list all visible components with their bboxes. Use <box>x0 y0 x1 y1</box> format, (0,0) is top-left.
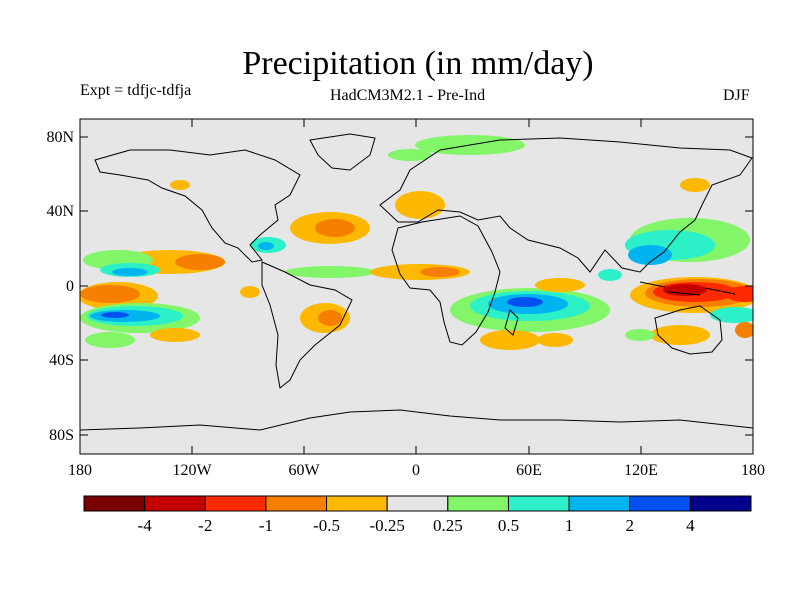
anomaly-carib-blue <box>258 242 274 250</box>
colorbar-label: -0.5 <box>313 516 340 535</box>
colorbar-box <box>689 495 752 512</box>
anomaly-aus-green <box>625 329 655 341</box>
lon-label-60e: 60E <box>516 462 542 479</box>
anomaly-wpac-red <box>725 286 753 302</box>
coastline-madagascar <box>504 309 519 336</box>
colorbar-labels: -4 -2 -1 -0.5 -0.25 0.25 0.5 1 2 4 <box>138 516 696 535</box>
coastline-eurasia <box>379 137 753 273</box>
coastline-indonesia <box>639 281 736 296</box>
coastline-australia <box>654 305 723 355</box>
anomaly-europe-orange <box>395 191 445 219</box>
anomaly-mc-darkred <box>663 284 707 296</box>
lat-label-0: 0 <box>66 278 74 295</box>
anomaly-aus-orange <box>650 325 710 345</box>
colorbar-label: 2 <box>625 516 634 535</box>
coastline-greenland <box>309 133 376 171</box>
anomaly-swpac-cyan <box>710 307 753 323</box>
colorbar-box <box>265 495 328 512</box>
colorbar-box <box>568 495 631 512</box>
anomaly-atl-itcz-dark-orange <box>420 267 460 277</box>
model-label: HadCM3M2.1 - Pre-Ind <box>330 87 486 104</box>
anomaly-brazil-dark-orange <box>318 310 342 326</box>
lon-label-60w: 60W <box>288 462 320 479</box>
lon-label-180w: 180 <box>68 462 92 479</box>
lon-label-120e: 120E <box>624 462 658 479</box>
lon-label-180e: 180 <box>741 462 765 479</box>
colorbar-boxes <box>83 495 752 512</box>
colorbar-box <box>144 495 206 512</box>
lat-label-80s: 80S <box>49 427 74 444</box>
anomaly-npac-blue <box>112 268 148 276</box>
lat-labels: 80N 40N 0 40S 80S <box>46 129 74 444</box>
colorbar-label: -1 <box>259 516 273 535</box>
anomaly-spac-darkblue <box>101 312 129 318</box>
anomaly-norway-green <box>388 149 432 161</box>
anomaly-madagascar-orange <box>537 333 573 347</box>
colorbar-label: -0.25 <box>369 516 404 535</box>
lon-ticks <box>191 119 642 454</box>
anomaly-india-cyan <box>598 269 622 281</box>
anomaly-arabian-orange <box>535 278 585 292</box>
anomaly-japan-orange <box>680 178 710 192</box>
experiment-label: Expt = tdfjc-tdfja <box>80 82 192 99</box>
anomaly-atl-itcz-green <box>285 266 375 278</box>
colorbar-label: 1 <box>565 516 574 535</box>
anomaly-field <box>80 135 753 350</box>
colorbar-label: -4 <box>138 516 153 535</box>
colorbar: -4 -2 -1 -0.5 -0.25 0.25 0.5 1 2 4 <box>83 495 752 535</box>
colorbar-box <box>507 495 570 512</box>
colorbar-label: 0.25 <box>433 516 463 535</box>
colorbar-box <box>447 495 509 512</box>
coastline-north-america <box>94 149 301 263</box>
anomaly-nwpac-blue <box>628 245 672 265</box>
lon-label-0: 0 <box>412 462 420 479</box>
coastline-south-america <box>261 261 353 389</box>
coastlines <box>80 133 753 431</box>
anomaly-spac-green2 <box>85 332 135 348</box>
anomaly-natl-dark-orange <box>315 219 355 237</box>
anomaly-npac-orange-core <box>175 254 225 270</box>
lat-label-80n: 80N <box>46 129 74 146</box>
anomaly-spac-orange2 <box>150 328 200 342</box>
lat-label-40s: 40S <box>49 352 74 369</box>
coastline-antarctica <box>80 409 753 431</box>
lat-ticks <box>80 136 753 436</box>
lon-labels: 180 120W 60W 0 60E 120E 180 <box>68 462 765 479</box>
colorbar-label: 4 <box>686 516 695 535</box>
plot-title: Precipitation (in mm/day) <box>242 45 594 82</box>
anomaly-samer-orange <box>240 286 260 298</box>
colorbar-box <box>204 495 267 512</box>
anomaly-sio-darkblue <box>507 297 543 307</box>
colorbar-label: -2 <box>198 516 212 535</box>
coastline-africa <box>391 215 501 346</box>
season-label: DJF <box>723 87 750 104</box>
colorbar-label: 0.5 <box>498 516 519 535</box>
colorbar-box <box>326 495 388 512</box>
colorbar-box <box>83 495 146 512</box>
anomaly-spac-east-orange <box>735 322 753 338</box>
colorbar-box <box>386 495 449 512</box>
lat-label-40n: 40N <box>46 203 74 220</box>
anomaly-cpac-dark-orange <box>80 285 140 303</box>
colorbar-box <box>629 495 691 512</box>
anomaly-safrica-orange <box>480 330 540 350</box>
lon-label-120w: 120W <box>172 462 212 479</box>
anomaly-arctic-orange <box>170 180 190 190</box>
